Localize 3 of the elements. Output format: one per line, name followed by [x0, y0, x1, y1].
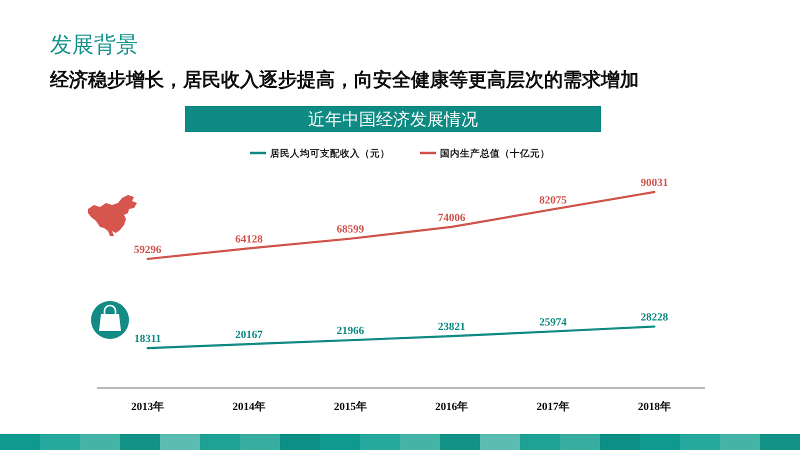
annotation: 发展背景	[50, 33, 138, 58]
title: 近年中国经济发展情况	[308, 110, 478, 130]
annotation: 经济稳步增长，居民收入逐步提高，向安全健康等更高层次的需求增加	[50, 69, 639, 91]
